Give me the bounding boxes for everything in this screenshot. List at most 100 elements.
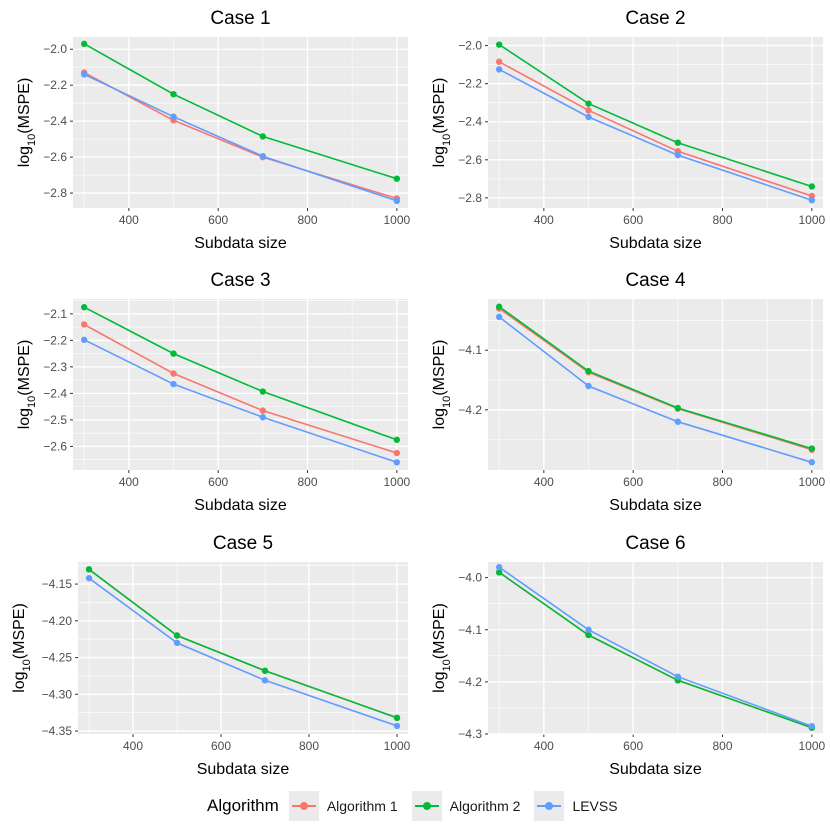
legend-label-algorithm-2: Algorithm 2 <box>449 798 521 814</box>
x-axis-label: Subdata size <box>609 235 702 252</box>
y-tick-label: −2.1 <box>43 307 67 321</box>
x-axis-label: Subdata size <box>197 761 290 778</box>
series-line-levss <box>498 68 813 201</box>
y-tick-label: −2.4 <box>43 114 67 128</box>
panel-2: 400 600 800 1000 −2.8 −2.6 −2.4 −2.2 −2.0 Case 2 S… <box>431 8 826 252</box>
series-line-levss <box>498 316 813 464</box>
y-tick-label: −4.35 <box>42 724 73 738</box>
data-point-levss <box>674 418 682 425</box>
x-tick-label: 400 <box>534 739 554 753</box>
data-point-algorithm-2 <box>170 350 177 357</box>
series-line-algorithm-2 <box>498 306 813 450</box>
data-point-algorithm-2 <box>495 569 503 576</box>
series-line-levss <box>83 73 398 202</box>
series-line-algorithm-2 <box>88 568 398 719</box>
y-tick-label: −2.5 <box>43 413 67 427</box>
y-tick-label: −2.2 <box>43 78 67 92</box>
data-point-algorithm-1 <box>170 370 177 377</box>
data-point-levss <box>170 380 177 388</box>
data-point-levss <box>585 626 592 633</box>
y-tick-label: −2.3 <box>43 360 67 374</box>
y-tick-label: −4.2 <box>458 403 482 417</box>
panel-title: Case 6 <box>625 533 685 554</box>
panel-title: Case 5 <box>213 533 273 554</box>
data-point-levss <box>170 113 177 120</box>
plot-background <box>78 562 408 734</box>
x-tick-label: 400 <box>119 213 139 227</box>
data-point-algorithm-2 <box>173 632 181 639</box>
y-tick-label: −2.6 <box>43 150 67 164</box>
legend-point-algorithm-1 <box>299 802 308 810</box>
data-point-algorithm-2 <box>80 40 88 48</box>
panel-title: Case 3 <box>210 270 270 291</box>
legend-label-levss: LEVSS <box>572 798 618 814</box>
data-point-levss <box>495 564 503 571</box>
x-tick-label: 800 <box>297 475 317 489</box>
legend-label-algorithm-1: Algorithm 1 <box>326 798 398 814</box>
data-point-levss <box>495 66 503 73</box>
y-tick-label: −4.30 <box>42 687 73 701</box>
data-point-levss <box>393 197 401 205</box>
series-line-algorithm-2 <box>498 571 813 729</box>
panel-6: 400 600 800 1000 −4.3 −4.2 −4.1 −4.0 Case 6 Subda… <box>431 533 826 778</box>
data-point-levss <box>495 313 503 321</box>
legend-point-levss <box>545 802 554 810</box>
x-tick-label: 1000 <box>798 213 825 227</box>
y-axis-label: log10(MSPE) <box>16 340 38 430</box>
data-point-algorithm-2 <box>495 303 503 310</box>
y-tick-label: −4.25 <box>42 651 73 665</box>
panel-1: 400 600 800 1000 −2.8 −2.6 −2.4 −2.2 −2.0 Case 1 S… <box>16 8 411 252</box>
y-tick-label: −2.0 <box>43 42 67 56</box>
x-tick-label: 600 <box>211 739 231 753</box>
data-point-algorithm-2 <box>585 100 592 107</box>
y-tick-label: −2.6 <box>43 439 67 453</box>
data-point-levss <box>85 574 93 582</box>
data-point-algorithm-2 <box>80 304 88 311</box>
series-line-algorithm-2 <box>83 43 398 180</box>
x-tick-label: 800 <box>712 739 732 753</box>
panel-4: 400 600 800 1000 −4.2 −4.1 Case 4 Subdata size l… <box>431 270 826 514</box>
x-tick-label: 600 <box>623 213 643 227</box>
panel-title: Case 2 <box>625 8 685 29</box>
data-point-levss <box>585 113 592 121</box>
y-tick-label: −2.6 <box>458 153 482 167</box>
series-line-algorithm-1 <box>498 61 813 197</box>
data-point-algorithm-1 <box>80 321 88 328</box>
x-tick-label: 800 <box>712 213 732 227</box>
x-tick-label: 400 <box>123 739 143 753</box>
series-line-levss <box>498 566 813 727</box>
y-tick-label: −4.3 <box>458 727 482 741</box>
y-tick-label: −2.0 <box>458 39 482 53</box>
series-line-levss <box>83 339 398 464</box>
x-tick-label: 800 <box>297 213 317 227</box>
x-axis-label: Subdata size <box>194 497 287 514</box>
panel-title: Case 1 <box>210 8 270 29</box>
x-tick-label: 1000 <box>383 213 410 227</box>
legend-key-algorithm-1 <box>288 791 319 821</box>
y-tick-label: −2.8 <box>43 186 67 200</box>
y-tick-label: −2.2 <box>43 333 67 347</box>
y-axis-label: log10(MSPE) <box>11 603 33 693</box>
data-point-algorithm-1 <box>259 407 267 414</box>
data-point-levss <box>393 459 401 466</box>
y-tick-label: −2.4 <box>43 386 67 400</box>
data-point-algorithm-2 <box>585 631 592 639</box>
data-point-levss <box>808 196 816 204</box>
data-point-algorithm-2 <box>495 41 503 48</box>
data-point-algorithm-2 <box>170 90 177 98</box>
data-point-algorithm-2 <box>674 404 682 412</box>
y-tick-label: −4.2 <box>458 675 482 689</box>
data-point-algorithm-2 <box>585 367 592 375</box>
y-axis-label: log10(MSPE) <box>431 78 453 168</box>
data-point-levss <box>674 673 682 680</box>
series-line-algorithm-1 <box>83 323 398 454</box>
data-point-algorithm-2 <box>393 175 401 182</box>
data-point-algorithm-2 <box>261 667 269 674</box>
data-point-algorithm-1 <box>585 107 592 114</box>
data-point-levss <box>173 639 181 647</box>
y-tick-label: −2.8 <box>458 191 482 205</box>
y-tick-label: −4.1 <box>458 623 482 637</box>
legend-item-levss: LEVSS <box>534 791 618 821</box>
x-axis-label: Subdata size <box>609 761 702 778</box>
